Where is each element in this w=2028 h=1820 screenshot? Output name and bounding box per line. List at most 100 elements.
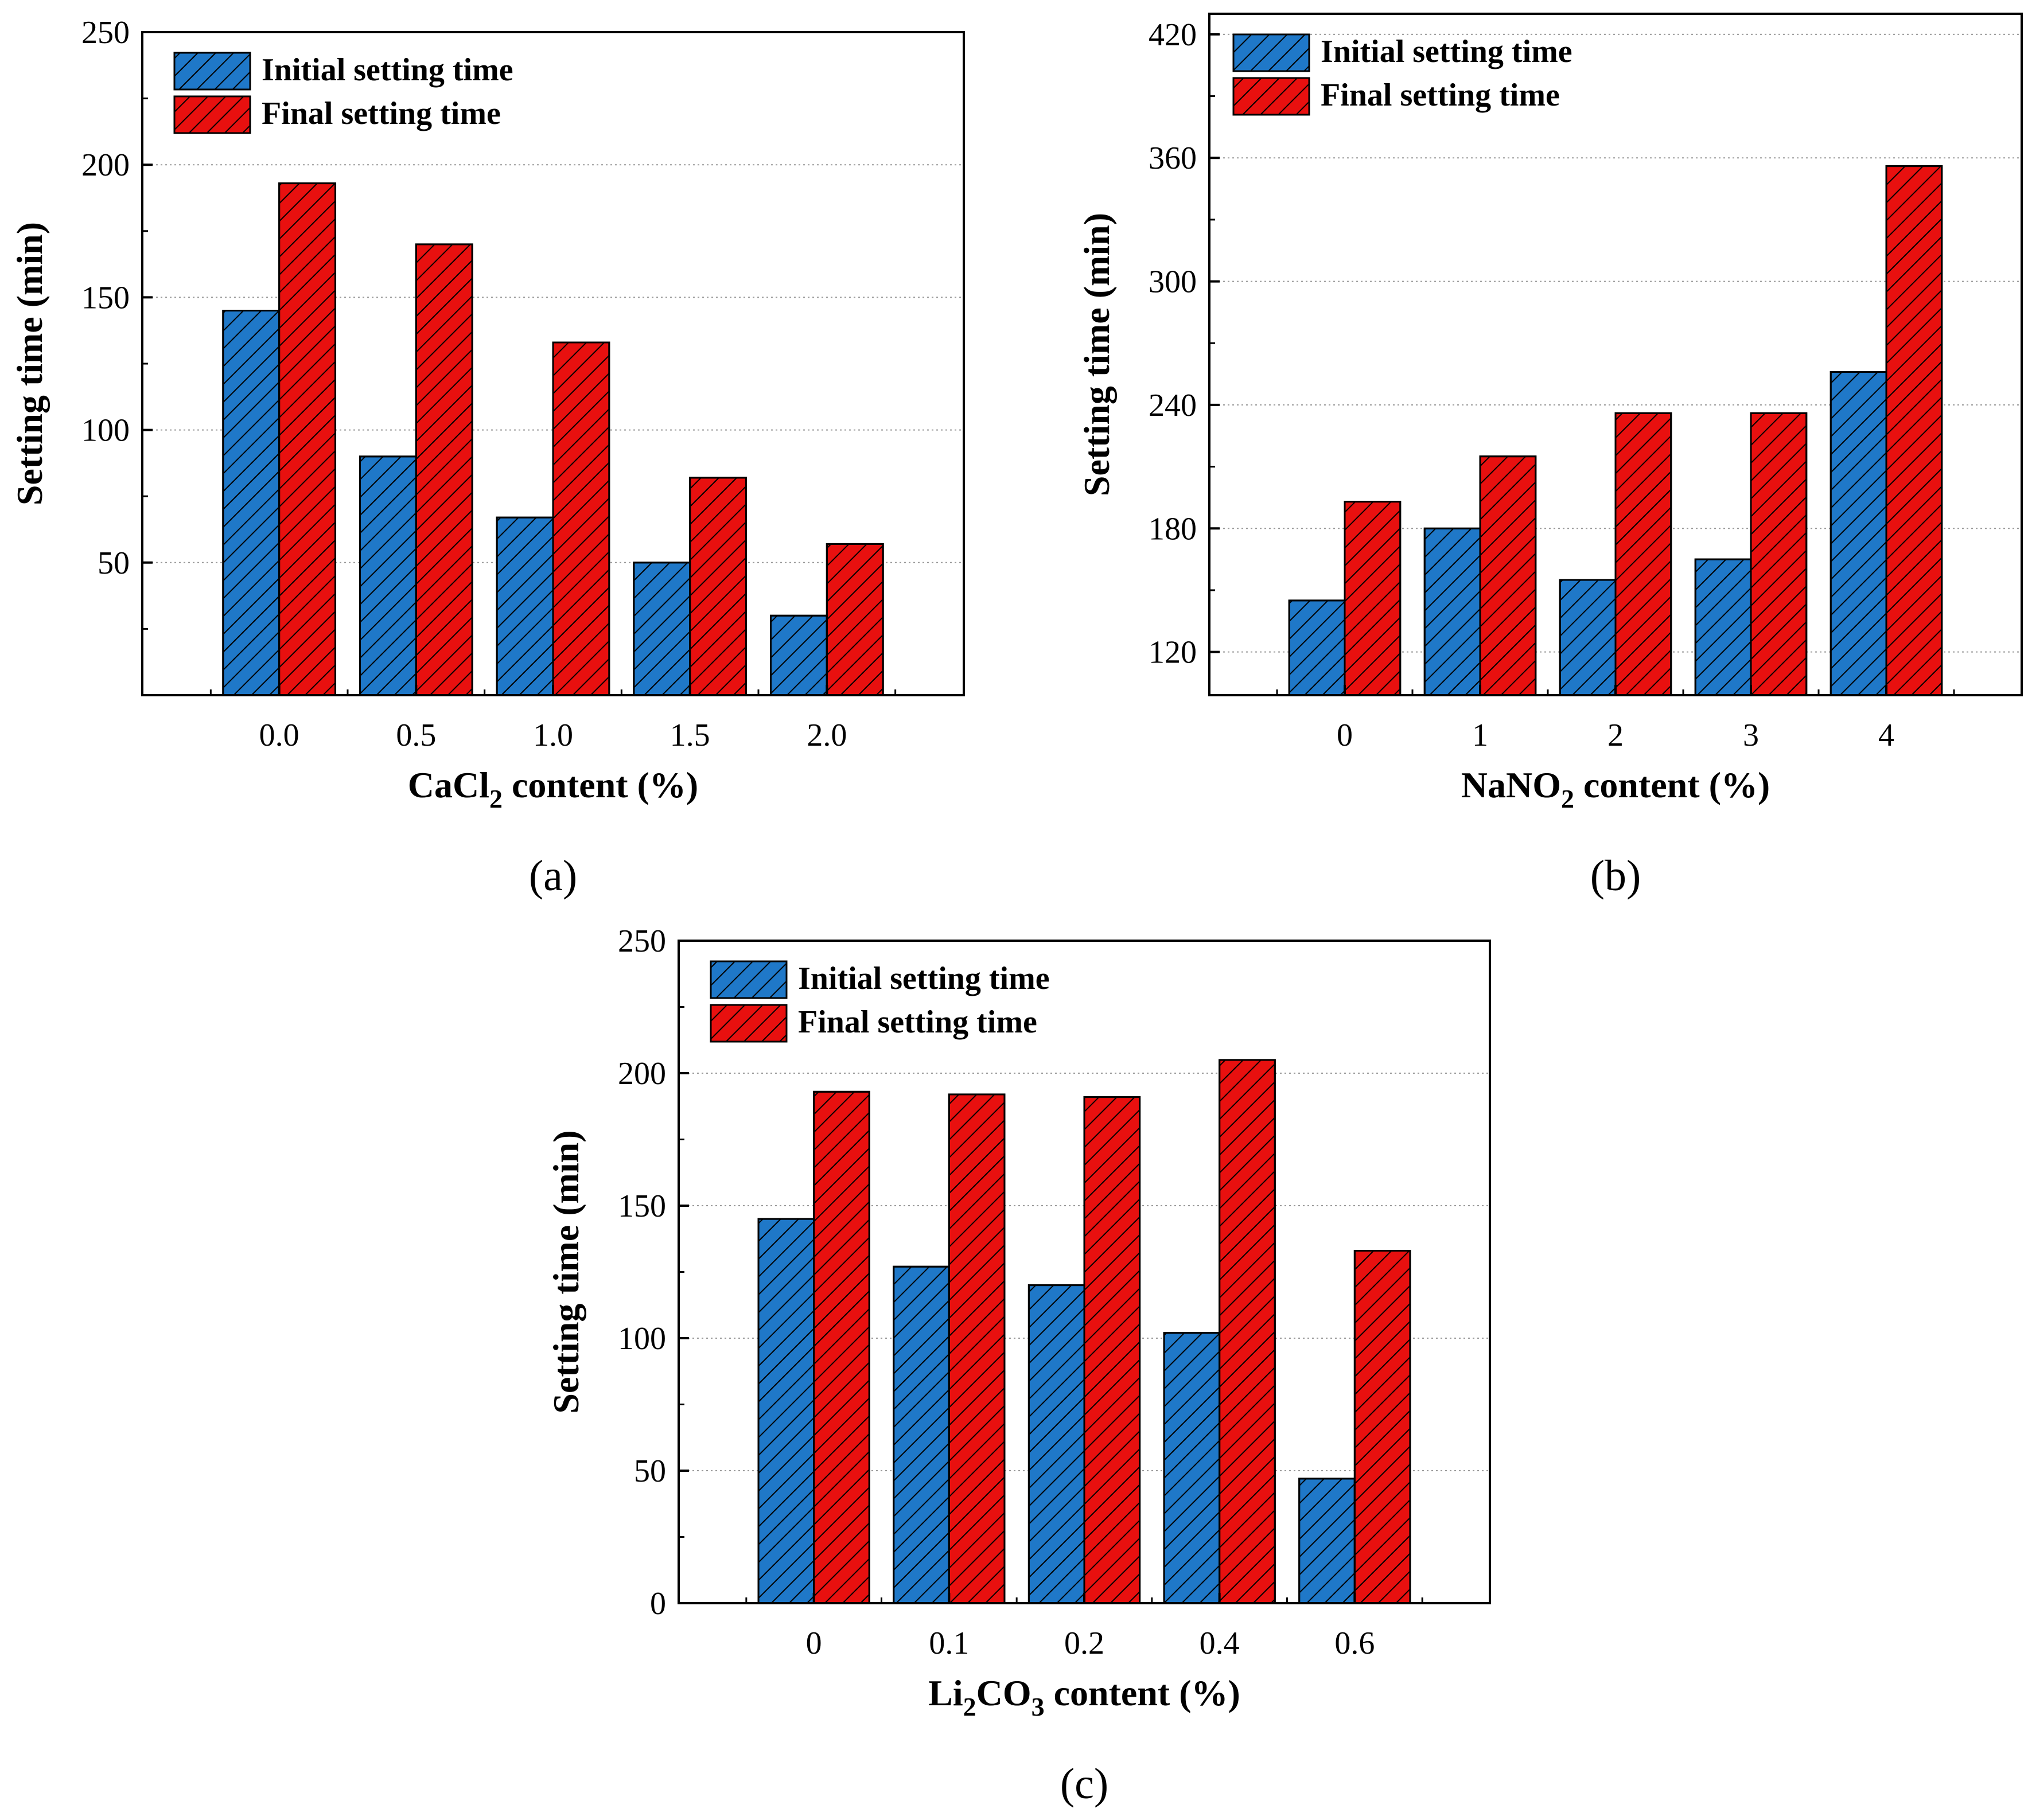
bar-hatch (1083, 1096, 1141, 1604)
x-tick-label: 0 (806, 1626, 822, 1661)
x-tick-label: 0.0 (259, 718, 299, 753)
y-tick-label: 0 (650, 1586, 666, 1622)
x-axis-title-part: 2 (489, 784, 503, 813)
x-tick-label: 0.6 (1334, 1626, 1375, 1661)
x-tick-label: 0.4 (1200, 1626, 1240, 1661)
legend: Initial setting time Final setting time (173, 52, 513, 134)
legend-swatch-hatch (1232, 33, 1310, 72)
bar-hatch (1163, 1332, 1221, 1604)
x-tick-label: 1.5 (670, 718, 710, 753)
bar-hatch (359, 455, 417, 696)
bar-hatch (1423, 527, 1481, 696)
x-axis-title-part: CO (976, 1673, 1031, 1713)
y-axis-title: Setting time (min) (9, 222, 50, 505)
x-tick-label: 0.1 (929, 1626, 969, 1661)
y-tick-label: 100 (618, 1321, 666, 1357)
bar-hatch (1750, 412, 1808, 696)
x-axis-title-part: NaNO (1461, 765, 1561, 805)
x-axis-title: CaCl2 content (%) (408, 765, 698, 813)
x-axis-title-part: 3 (1031, 1692, 1045, 1721)
legend-swatch-hatch (173, 95, 251, 134)
plot-frame (678, 940, 1491, 1604)
x-axis-title-part: 2 (963, 1692, 976, 1721)
x-tick-label: 4 (1878, 718, 1894, 753)
bar-hatch (948, 1093, 1006, 1604)
y-tick-label: 420 (1149, 17, 1197, 53)
x-tick-label: 1 (1472, 718, 1488, 753)
panel-label: (b) (1590, 852, 1641, 900)
chart-panel-a: 50 100 150 200 250 0.0 0.5 1.0 1.5 2.0 Initial set… (9, 15, 965, 900)
bar-hatch (1027, 1284, 1085, 1604)
chart-panel-c: 0 50 100 150 200 250 0 0.1 0.2 0.4 0.6 Initial sett… (546, 923, 1491, 1808)
x-axis-title-part: CaCl (408, 765, 489, 805)
x-axis-title-part: 2 (1561, 784, 1574, 813)
y-tick-label: 240 (1149, 388, 1197, 423)
bar-hatch (1219, 1059, 1276, 1604)
legend-label-initial: Initial setting time (1321, 34, 1572, 69)
x-axis-title-part: Li (928, 1673, 963, 1713)
bar-hatch (1559, 579, 1617, 696)
x-tick-label: 0.2 (1064, 1626, 1104, 1661)
y-axis-title: Setting time (min) (546, 1130, 586, 1413)
y-tick-label: 200 (81, 147, 130, 183)
legend-label-final: Final setting time (262, 96, 501, 131)
bar-hatch (1344, 501, 1402, 696)
x-tick-label: 2.0 (807, 718, 847, 753)
legend-swatch-hatch (1232, 77, 1310, 116)
x-axis-title: NaNO2 content (%) (1461, 765, 1770, 813)
x-axis-title-part: content (%) (1574, 765, 1770, 805)
chart-panel-b: 120 180 240 300 360 420 0 1 2 3 4 Initial setting t… (1076, 13, 2023, 900)
bar-hatch (633, 562, 691, 696)
y-tick-label: 200 (618, 1056, 666, 1092)
y-tick-label: 50 (634, 1453, 666, 1489)
y-tick-label: 300 (1149, 264, 1197, 300)
legend-swatch-hatch (710, 1004, 788, 1043)
legend-swatch-hatch (173, 52, 251, 91)
x-tick-label: 1.0 (533, 718, 573, 753)
bar-hatch (893, 1265, 950, 1604)
x-tick-label: 0 (1337, 718, 1353, 753)
legend: Initial setting time Final setting time (1232, 33, 1572, 116)
y-tick-label: 180 (1149, 511, 1197, 547)
bar-hatch (769, 614, 828, 696)
bar-hatch (1885, 165, 1943, 696)
bar-hatch (1614, 412, 1672, 696)
y-tick-label: 250 (81, 15, 130, 50)
bar-hatch (1479, 455, 1537, 696)
y-axis-title: Setting time (min) (1076, 213, 1117, 496)
x-tick-label: 3 (1743, 718, 1759, 753)
y-tick-label: 150 (618, 1188, 666, 1224)
bar-hatch (1694, 558, 1752, 696)
legend-swatch-hatch (710, 960, 788, 999)
panel-label: (c) (1060, 1760, 1108, 1808)
x-tick-label: 0.5 (396, 718, 436, 753)
bar-hatch (813, 1090, 870, 1604)
bar-hatch (496, 516, 554, 696)
bar-hatch (415, 243, 473, 696)
bar-hatch (1353, 1250, 1411, 1604)
x-axis-title-part: content (%) (1045, 1673, 1240, 1713)
bar-hatch (1288, 599, 1346, 696)
y-tick-label: 360 (1149, 141, 1197, 176)
y-tick-label: 250 (618, 923, 666, 959)
bar-hatch (689, 477, 748, 696)
x-axis-title-part: content (%) (503, 765, 698, 805)
bar-hatch (757, 1218, 815, 1604)
legend-label-initial: Initial setting time (262, 52, 513, 88)
x-axis-title: Li2CO3 content (%) (928, 1673, 1240, 1721)
legend-label-initial: Initial setting time (798, 961, 1050, 996)
bar-hatch (1830, 371, 1887, 696)
plot-frame (141, 31, 965, 696)
legend: Initial setting time Final setting time (710, 960, 1050, 1043)
plot-frame (1208, 13, 2023, 696)
bar-hatch (826, 543, 884, 696)
legend-label-final: Final setting time (798, 1004, 1037, 1040)
y-tick-label: 120 (1149, 635, 1197, 671)
x-tick-label: 2 (1607, 718, 1624, 753)
y-tick-label: 100 (81, 413, 130, 449)
legend-label-final: Final setting time (1321, 77, 1560, 113)
bar-hatch (1298, 1478, 1356, 1604)
panel-label: (a) (529, 852, 577, 900)
y-tick-label: 150 (81, 280, 130, 315)
